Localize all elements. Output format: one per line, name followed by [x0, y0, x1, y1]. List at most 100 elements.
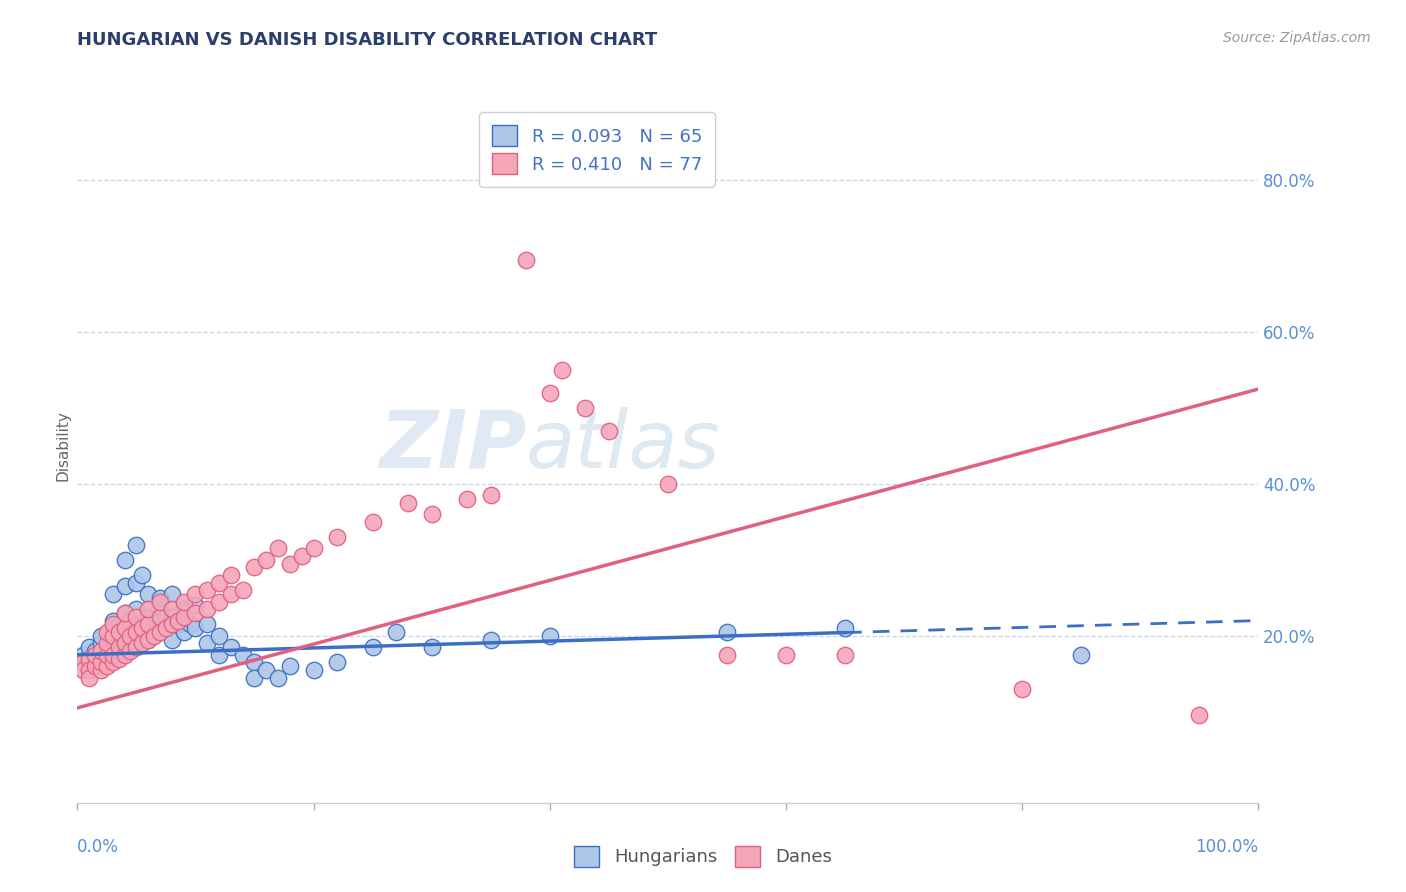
Point: [166, 614, 188, 628]
Point: [107, 617, 129, 632]
Point: [574, 401, 596, 415]
Point: [195, 636, 218, 650]
Point: [160, 602, 183, 616]
Point: [136, 632, 159, 647]
Point: [149, 625, 172, 640]
Point: [155, 621, 177, 635]
Point: [302, 663, 325, 677]
Y-axis label: Disability: Disability: [55, 410, 70, 482]
Point: [136, 587, 159, 601]
Point: [77, 651, 100, 665]
Point: [101, 648, 124, 662]
Point: [160, 632, 183, 647]
Point: [160, 587, 183, 601]
Point: [84, 659, 107, 673]
Point: [107, 651, 129, 665]
Point: [125, 625, 148, 640]
Point: [219, 587, 242, 601]
Point: [657, 477, 679, 491]
Point: [114, 579, 136, 593]
Point: [184, 599, 207, 613]
Point: [96, 625, 118, 640]
Point: [125, 609, 148, 624]
Point: [125, 538, 148, 552]
Point: [160, 609, 183, 624]
Point: [90, 644, 112, 658]
Point: [479, 488, 502, 502]
Point: [1011, 681, 1033, 696]
Point: [166, 617, 188, 632]
Point: [84, 644, 107, 658]
Point: [101, 587, 124, 601]
Point: [195, 602, 218, 616]
Text: HUNGARIAN VS DANISH DISABILITY CORRELATION CHART: HUNGARIAN VS DANISH DISABILITY CORRELATI…: [77, 31, 658, 49]
Point: [361, 515, 384, 529]
Point: [149, 591, 172, 605]
Point: [184, 606, 207, 620]
Point: [208, 629, 231, 643]
Point: [90, 648, 112, 662]
Point: [149, 594, 172, 608]
Point: [114, 621, 136, 635]
Point: [775, 648, 797, 662]
Point: [114, 553, 136, 567]
Point: [120, 614, 142, 628]
Point: [173, 625, 195, 640]
Point: [179, 617, 201, 632]
Point: [90, 656, 112, 670]
Point: [326, 530, 349, 544]
Point: [1188, 708, 1211, 723]
Point: [72, 656, 94, 670]
Point: [84, 659, 107, 673]
Point: [125, 575, 148, 590]
Point: [143, 621, 166, 635]
Point: [77, 640, 100, 655]
Point: [136, 609, 159, 624]
Point: [396, 496, 419, 510]
Point: [96, 659, 118, 673]
Point: [143, 629, 166, 643]
Point: [114, 648, 136, 662]
Point: [173, 609, 195, 624]
Point: [195, 583, 218, 598]
Legend: Hungarians, Danes: Hungarians, Danes: [567, 838, 839, 874]
Point: [101, 614, 124, 628]
Point: [254, 663, 277, 677]
Point: [184, 587, 207, 601]
Point: [456, 492, 478, 507]
Point: [149, 614, 172, 628]
Point: [243, 656, 266, 670]
Point: [155, 609, 177, 624]
Text: 0.0%: 0.0%: [77, 838, 120, 856]
Point: [550, 363, 572, 377]
Point: [254, 553, 277, 567]
Point: [96, 636, 118, 650]
Text: ZIP: ZIP: [378, 407, 526, 485]
Point: [107, 636, 129, 650]
Point: [90, 663, 112, 677]
Point: [219, 568, 242, 582]
Point: [77, 663, 100, 677]
Point: [131, 621, 153, 635]
Point: [716, 625, 738, 640]
Point: [125, 621, 148, 635]
Point: [101, 656, 124, 670]
Point: [232, 648, 254, 662]
Point: [479, 632, 502, 647]
Point: [125, 640, 148, 655]
Point: [834, 648, 856, 662]
Point: [208, 575, 231, 590]
Point: [326, 656, 349, 670]
Text: atlas: atlas: [526, 407, 721, 485]
Point: [125, 602, 148, 616]
Point: [267, 671, 290, 685]
Point: [149, 609, 172, 624]
Point: [120, 632, 142, 647]
Point: [834, 621, 856, 635]
Point: [232, 583, 254, 598]
Point: [114, 629, 136, 643]
Point: [90, 629, 112, 643]
Point: [173, 594, 195, 608]
Point: [101, 617, 124, 632]
Point: [90, 636, 112, 650]
